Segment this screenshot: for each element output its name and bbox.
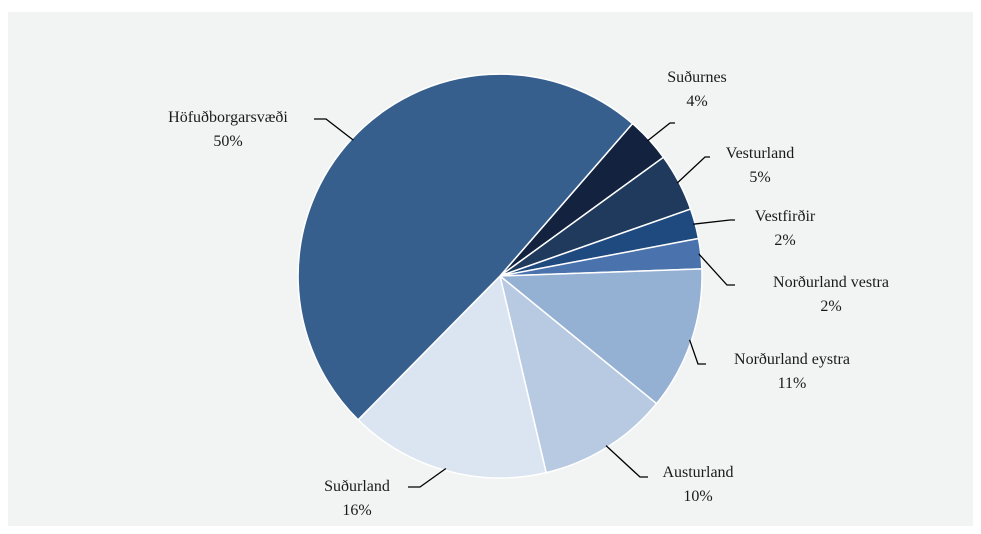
leader-line	[676, 156, 710, 184]
slice-percent-label: 50%	[213, 133, 242, 150]
slice-percent-label: 2%	[774, 232, 795, 249]
leader-line	[408, 467, 447, 488]
pie-chart: Suðurnes 4% Vesturland 5% Vestfirðir 2% Norður…	[168, 69, 889, 519]
leader-line	[647, 122, 675, 142]
leader-line	[698, 253, 735, 286]
pie-slice	[497, 268, 703, 405]
slice-label: Suðurland	[324, 478, 390, 495]
slice-label: Norðurland eystra	[734, 351, 850, 368]
slice-label: Vestfirðir	[755, 208, 816, 225]
slice-percent-label: 4%	[686, 93, 707, 110]
slice-label: Norðurland vestra	[773, 274, 889, 291]
pie-slices	[297, 73, 703, 479]
chart-panel: Suðurnes 4% Vesturland 5% Vestfirðir 2% Norður…	[8, 12, 973, 526]
leader-line	[314, 118, 354, 141]
leader-line	[688, 339, 706, 365]
slice-percent-label: 5%	[749, 169, 770, 186]
slice-label: Höfuðborgarsvæði	[168, 109, 288, 126]
slice-percent-label: 10%	[683, 488, 712, 505]
slice-percent-label: 2%	[820, 298, 841, 315]
pie-labels: Suðurnes 4% Vesturland 5% Vestfirðir 2% Norður…	[168, 69, 889, 519]
pie-slice	[357, 274, 548, 479]
leader-line	[605, 445, 648, 478]
slice-label: Austurland	[662, 464, 733, 481]
slice-label: Suðurnes	[667, 69, 727, 86]
slice-percent-label: 16%	[342, 502, 371, 519]
slice-percent-label: 11%	[778, 375, 807, 392]
slice-label: Vesturland	[726, 145, 794, 162]
leader-line	[693, 219, 735, 225]
